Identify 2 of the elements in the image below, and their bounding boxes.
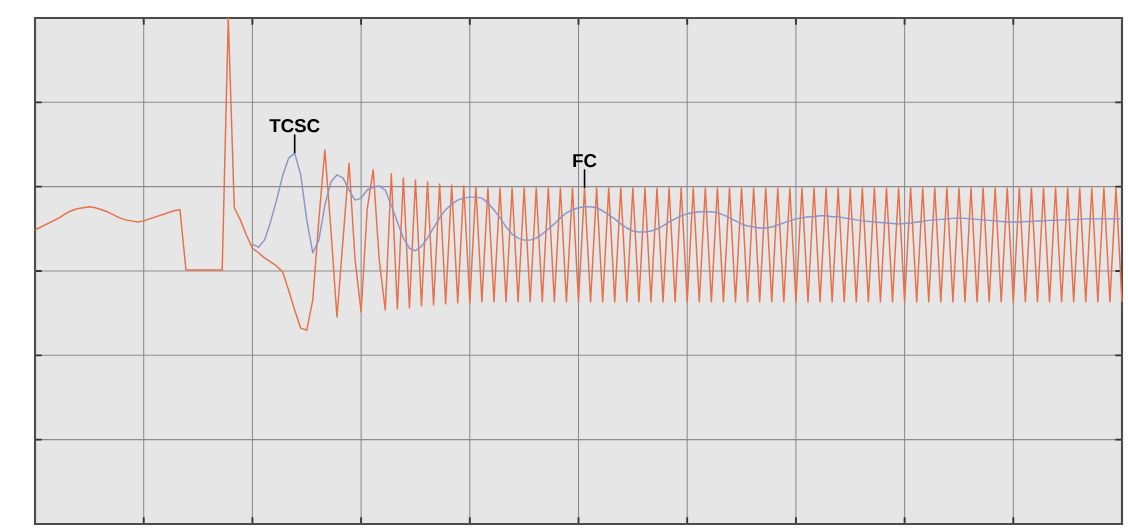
series-label: TCSC xyxy=(269,119,320,133)
series-label: FC xyxy=(573,153,597,168)
